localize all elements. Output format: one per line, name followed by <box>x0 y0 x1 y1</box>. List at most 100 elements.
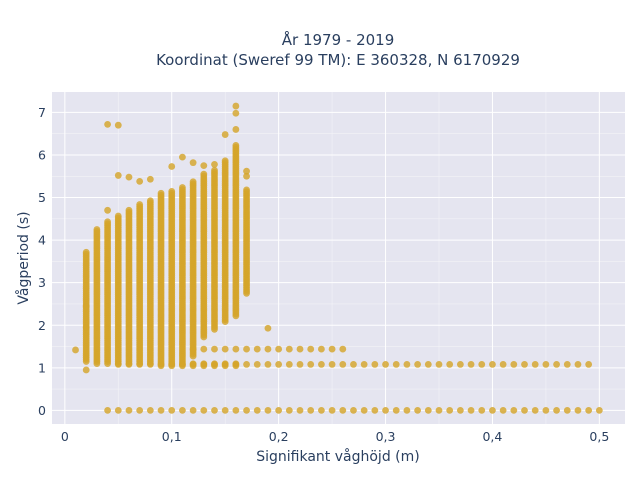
data-point <box>253 361 261 368</box>
data-point <box>307 345 315 353</box>
data-points <box>72 102 603 414</box>
data-point <box>232 345 240 353</box>
data-point <box>93 226 101 233</box>
data-point <box>179 184 186 191</box>
data-point <box>328 406 336 414</box>
data-point <box>125 361 133 368</box>
data-point <box>146 406 154 414</box>
data-point <box>392 361 400 368</box>
data-point <box>189 361 197 368</box>
data-point <box>307 361 315 368</box>
data-point <box>232 142 240 149</box>
data-point <box>114 121 122 129</box>
data-point <box>157 361 165 368</box>
data-point <box>104 218 111 226</box>
x-tick-label: 0,1 <box>162 429 182 444</box>
y-axis-ticks: 0 1 2 3 4 5 6 7 <box>38 105 46 418</box>
data-point <box>114 361 122 368</box>
data-point <box>585 406 593 414</box>
data-point <box>82 323 90 331</box>
y-tick-label: 7 <box>38 105 46 120</box>
data-point <box>243 167 250 175</box>
data-point <box>414 406 422 414</box>
data-point <box>211 361 218 368</box>
chart-subtitle: Koordinat (Sweref 99 TM): E 360328, N 61… <box>156 51 520 69</box>
data-point <box>435 406 443 414</box>
data-point <box>253 345 261 353</box>
data-point <box>531 406 539 414</box>
x-axis-label: Signifikant våghöjd (m) <box>256 448 419 465</box>
data-point <box>189 159 197 167</box>
data-point <box>563 361 571 368</box>
data-point <box>243 172 250 180</box>
data-point <box>339 345 347 353</box>
data-point <box>574 406 582 414</box>
data-point <box>275 406 283 414</box>
data-point <box>104 120 111 128</box>
data-point <box>285 406 293 414</box>
y-tick-label: 6 <box>38 147 46 162</box>
data-point <box>350 406 357 414</box>
data-point <box>318 345 325 353</box>
data-point <box>446 406 454 414</box>
data-point <box>157 406 165 414</box>
data-point <box>179 361 186 368</box>
data-point <box>146 175 154 183</box>
data-point <box>392 406 400 414</box>
data-point <box>467 361 475 368</box>
data-point <box>221 361 229 368</box>
data-point <box>446 361 454 368</box>
data-point <box>136 177 144 185</box>
data-point <box>221 131 229 138</box>
data-point <box>339 406 347 414</box>
data-point <box>179 153 186 161</box>
data-point <box>360 406 368 414</box>
data-point <box>211 166 218 174</box>
data-point <box>456 406 464 414</box>
data-point <box>125 173 133 181</box>
data-point <box>221 157 229 165</box>
data-point <box>146 197 154 205</box>
data-point <box>328 361 336 368</box>
data-point <box>125 206 133 214</box>
data-point <box>499 361 507 368</box>
data-point <box>510 406 518 414</box>
data-point <box>168 406 176 414</box>
data-point <box>253 406 261 414</box>
data-point <box>264 406 272 414</box>
data-point <box>189 406 197 414</box>
data-point <box>243 186 250 194</box>
data-point <box>521 406 528 414</box>
data-point <box>243 406 250 414</box>
data-point <box>521 361 528 368</box>
data-point <box>221 406 229 414</box>
x-tick-label: 0,2 <box>269 429 289 444</box>
data-point <box>499 406 507 414</box>
data-point <box>264 324 272 332</box>
y-axis-label: Vågperiod (s) <box>15 211 32 304</box>
data-point <box>563 406 571 414</box>
y-tick-label: 5 <box>38 190 46 205</box>
data-point <box>296 345 304 353</box>
data-point <box>285 361 293 368</box>
data-point <box>382 361 389 368</box>
data-point <box>456 361 464 368</box>
data-point <box>510 361 518 368</box>
data-point <box>200 406 208 414</box>
data-point <box>478 406 486 414</box>
data-point <box>211 160 218 168</box>
data-point <box>542 361 550 368</box>
data-point <box>328 345 336 353</box>
data-point <box>189 345 197 353</box>
data-point <box>275 361 283 368</box>
y-tick-label: 4 <box>38 233 46 248</box>
data-point <box>82 302 90 310</box>
data-point <box>104 406 111 414</box>
data-point <box>403 361 411 368</box>
data-point <box>114 212 122 220</box>
data-point <box>489 361 496 368</box>
data-point <box>414 361 422 368</box>
chart-title: År 1979 - 2019 <box>282 30 395 49</box>
data-point <box>189 178 197 186</box>
